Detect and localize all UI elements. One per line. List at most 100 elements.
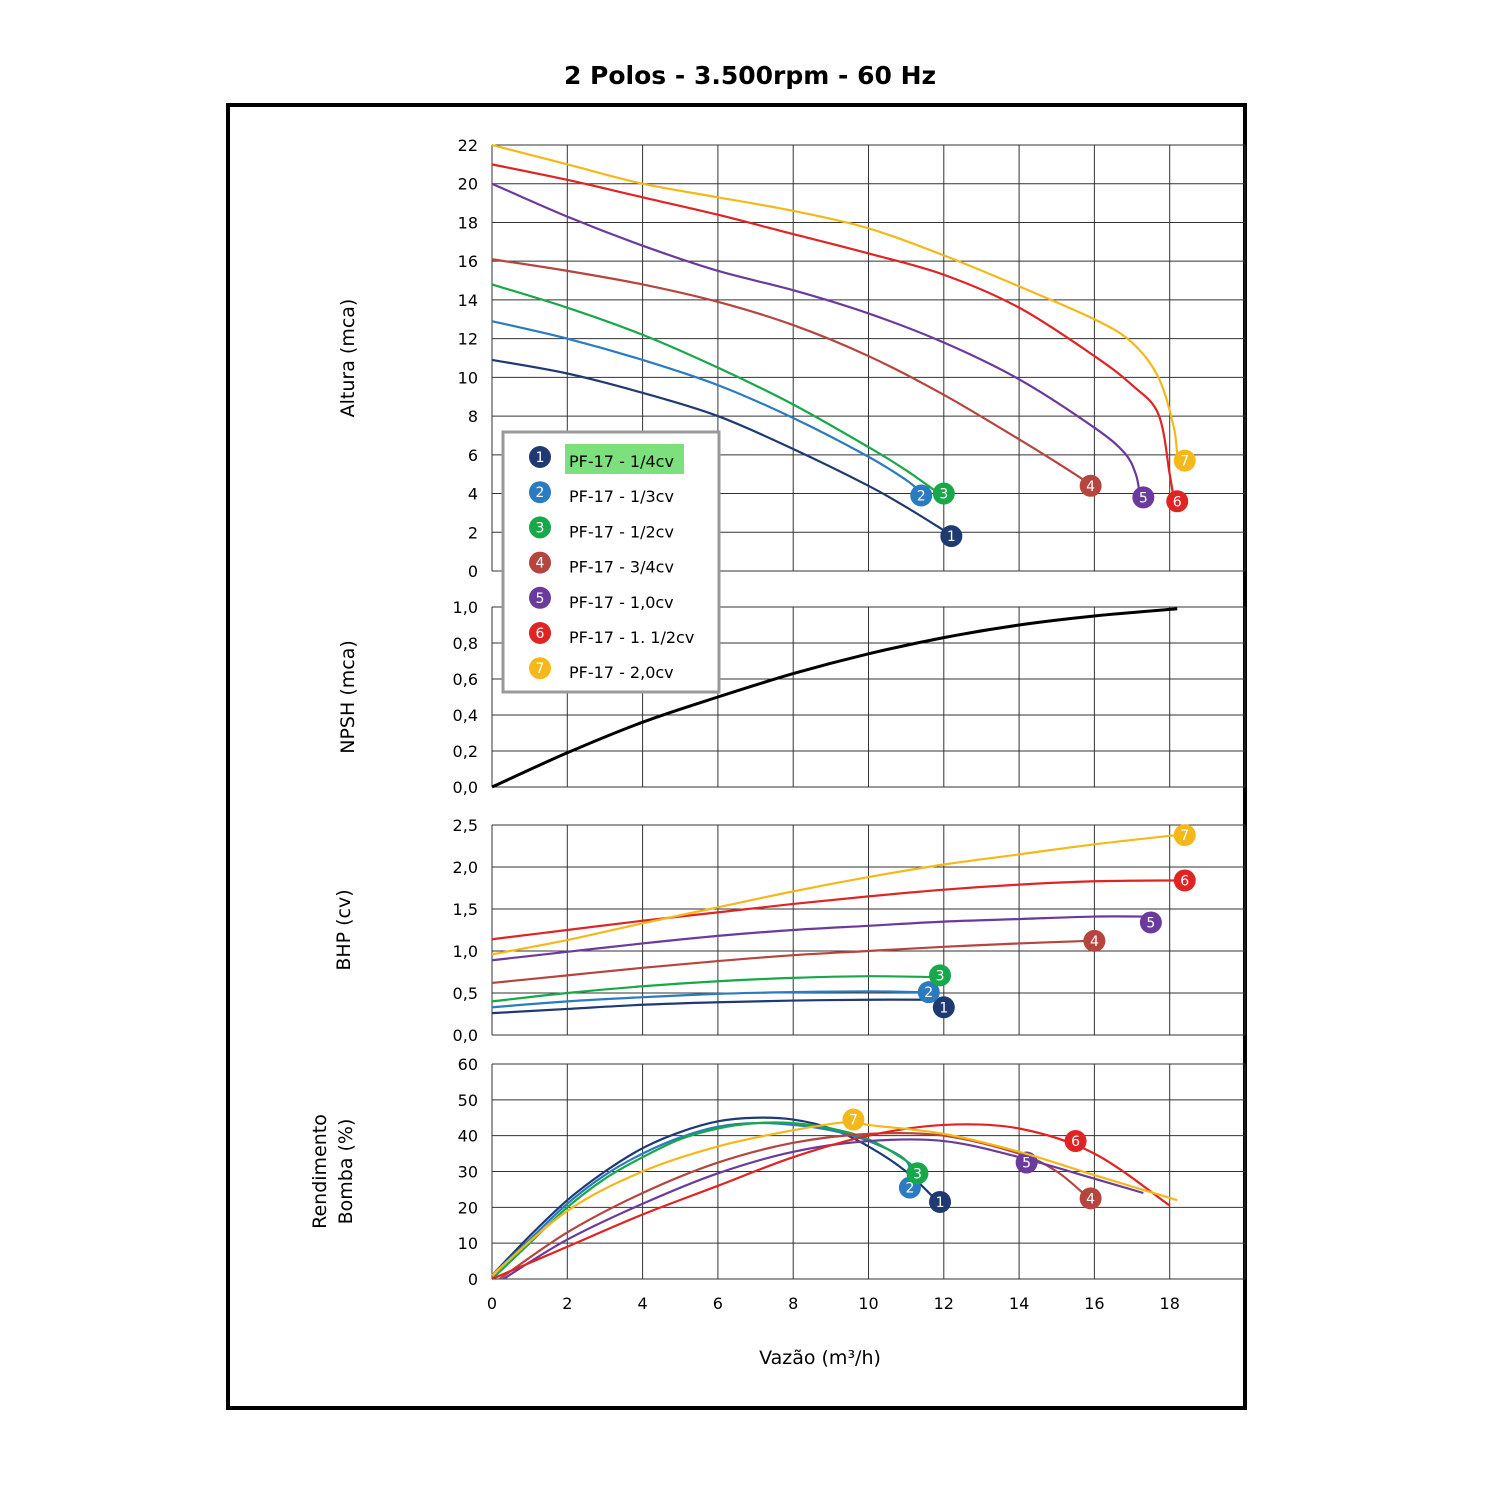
series-marker-label: 5	[1022, 1156, 1031, 1172]
legend-highlight	[565, 444, 684, 474]
series-line-5	[502, 1138, 1144, 1280]
series-marker-label: 3	[913, 1166, 922, 1182]
series-line-6	[491, 879, 1178, 941]
x-axis-label: Vazão (m³/h)	[759, 1347, 881, 1369]
series-line-5	[491, 915, 1144, 962]
series-marker-label: 4	[1090, 934, 1099, 950]
series-marker-1	[940, 525, 963, 548]
y-tick-label: 50	[458, 1091, 478, 1110]
legend-label: PF-17 - 1/2cv	[569, 522, 674, 541]
series-line-4	[491, 258, 1088, 483]
legend-marker-label: 4	[536, 556, 545, 572]
series-marker-label: 7	[1180, 454, 1189, 470]
panel-3: 0,0 0,5 1,0 1,5 2,0 2,5 BHP (cv) 123 4 5 6 7	[333, 816, 1246, 1045]
y-tick-label: 12	[458, 330, 478, 349]
y-tick-label: 6	[468, 446, 478, 465]
series-marker-label: 7	[849, 1113, 858, 1129]
legend-item: 3 PF-17 - 1/2cv	[529, 516, 674, 541]
y-tick-label: 0	[468, 1270, 478, 1289]
x-tick-label: 8	[788, 1294, 798, 1313]
series-line-6	[491, 1123, 1171, 1281]
y-tick-label: 0	[468, 562, 478, 581]
y-tick-label: 0,2	[453, 742, 478, 761]
y-tick-label: 2,0	[453, 858, 478, 877]
series-marker-label: 2	[905, 1181, 914, 1197]
x-tick-label: 10	[858, 1294, 878, 1313]
y-tick-label: 20	[458, 1198, 478, 1217]
y-tick-label: 16	[458, 252, 478, 271]
series-marker-5	[1132, 486, 1155, 509]
series-marker-label: 6	[1173, 494, 1182, 510]
legend-marker-label: 5	[536, 591, 545, 607]
series-line-1	[491, 1116, 938, 1277]
y-tick-label: 18	[458, 213, 478, 232]
series-line-7	[491, 143, 1179, 455]
series-marker-4	[1079, 474, 1102, 497]
legend-marker	[529, 516, 551, 539]
y-tick-label: 14	[458, 291, 478, 310]
series-marker-4	[1079, 1187, 1102, 1210]
series-marker-label: 4	[1086, 1191, 1095, 1207]
series-line-5	[491, 182, 1141, 494]
series-marker-6	[1166, 490, 1189, 513]
series-marker-5	[1015, 1151, 1038, 1174]
series-line-3	[491, 975, 933, 1003]
series-marker-2	[910, 484, 933, 507]
legend-item: 5 PF-17 - 1,0cv	[529, 586, 674, 612]
series-line-1	[491, 358, 945, 532]
x-tick-label: 6	[713, 1294, 723, 1313]
chart-frame	[226, 103, 1247, 1410]
y-tick-label: 0,4	[453, 706, 478, 725]
series-marker-5	[1139, 911, 1162, 934]
legend-marker	[529, 446, 551, 468]
x-tick-label: 18	[1160, 1294, 1180, 1313]
y-tick-label: 10	[458, 1234, 478, 1253]
series-line-1	[491, 998, 937, 1015]
legend-marker-label: 1	[536, 450, 545, 466]
y-axis-label: BHP (cv)	[333, 889, 355, 970]
y-tick-label: 20	[458, 175, 478, 194]
legend-label: PF-17 - 1,0cv	[569, 593, 674, 612]
series-line-3	[491, 1121, 919, 1280]
legend-item: 7 PF-17 - 2,0cv	[529, 657, 674, 682]
series-marker-2	[917, 981, 940, 1004]
y-tick-label: 0,0	[453, 1026, 478, 1045]
legend-marker-label: 7	[536, 661, 545, 677]
x-tick-label: 12	[934, 1294, 954, 1313]
y-tick-label: 10	[458, 368, 478, 387]
series-marker-label: 3	[936, 968, 945, 984]
legend-label: PF-17 - 1. 1/2cv	[569, 628, 694, 647]
series-marker-label: 3	[939, 487, 948, 503]
series-marker-1	[932, 996, 955, 1019]
y-tick-label: 1,0	[453, 598, 478, 617]
y-tick-label: 0,8	[453, 634, 478, 653]
series-marker-3	[906, 1162, 929, 1185]
series-marker-label: 1	[939, 1000, 948, 1016]
y-tick-label: 40	[458, 1127, 478, 1146]
y-tick-label: 2	[468, 523, 478, 542]
legend-marker	[529, 551, 551, 574]
series-marker-7	[1173, 449, 1196, 472]
y-tick-label: 22	[458, 136, 478, 155]
series-line-6	[491, 163, 1175, 498]
series-marker-6	[1064, 1130, 1087, 1153]
series-line-npsh	[491, 607, 1178, 789]
x-tick-label: 4	[638, 1294, 648, 1313]
series-marker-label: 6	[1071, 1134, 1080, 1150]
legend-label: PF-17 - 2,0cv	[569, 663, 674, 682]
series-marker-label: 4	[1086, 479, 1095, 495]
series-line-3	[491, 283, 937, 493]
y-tick-label: 60	[458, 1055, 478, 1074]
series-marker-7	[842, 1108, 865, 1131]
series-marker-label: 2	[924, 985, 933, 1001]
legend-item: 2 PF-17 - 1/3cv	[529, 481, 674, 506]
y-tick-label: 0,6	[453, 670, 478, 689]
legend-label: PF-17 - 1/3cv	[569, 487, 674, 506]
legend-label: PF-17 - 3/4cv	[569, 558, 674, 577]
y-axis-label: NPSH (mca)	[337, 640, 359, 753]
series-line-7	[491, 833, 1178, 956]
y-axis-label: Rendimento Bomba (%)	[309, 1114, 357, 1229]
series-marker-label: 5	[1146, 915, 1155, 931]
legend-marker-label: 3	[536, 520, 545, 536]
